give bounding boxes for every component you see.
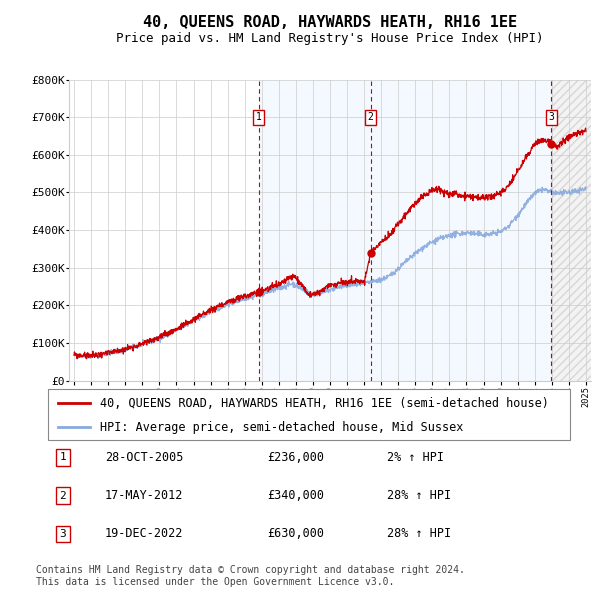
Text: 2% ↑ HPI: 2% ↑ HPI xyxy=(387,451,444,464)
Text: £340,000: £340,000 xyxy=(267,489,324,502)
Text: £630,000: £630,000 xyxy=(267,527,324,540)
FancyBboxPatch shape xyxy=(48,389,570,440)
Text: 40, QUEENS ROAD, HAYWARDS HEATH, RH16 1EE: 40, QUEENS ROAD, HAYWARDS HEATH, RH16 1E… xyxy=(143,15,517,30)
Bar xyxy=(371,80,551,381)
Text: 1: 1 xyxy=(256,112,262,122)
Text: Contains HM Land Registry data © Crown copyright and database right 2024.
This d: Contains HM Land Registry data © Crown c… xyxy=(36,565,465,587)
Bar xyxy=(259,80,371,381)
Text: 1: 1 xyxy=(59,453,67,462)
Text: 3: 3 xyxy=(548,112,554,122)
Text: HPI: Average price, semi-detached house, Mid Sussex: HPI: Average price, semi-detached house,… xyxy=(100,421,464,434)
Text: 19-DEC-2022: 19-DEC-2022 xyxy=(105,527,184,540)
Text: 3: 3 xyxy=(59,529,67,539)
Text: 2: 2 xyxy=(368,112,374,122)
Text: £236,000: £236,000 xyxy=(267,451,324,464)
Text: 17-MAY-2012: 17-MAY-2012 xyxy=(105,489,184,502)
Text: 28-OCT-2005: 28-OCT-2005 xyxy=(105,451,184,464)
Text: 40, QUEENS ROAD, HAYWARDS HEATH, RH16 1EE (semi-detached house): 40, QUEENS ROAD, HAYWARDS HEATH, RH16 1E… xyxy=(100,397,549,410)
Bar xyxy=(551,80,591,381)
Text: Price paid vs. HM Land Registry's House Price Index (HPI): Price paid vs. HM Land Registry's House … xyxy=(116,32,544,45)
Text: 28% ↑ HPI: 28% ↑ HPI xyxy=(387,489,451,502)
Text: 2: 2 xyxy=(59,491,67,500)
Text: 28% ↑ HPI: 28% ↑ HPI xyxy=(387,527,451,540)
